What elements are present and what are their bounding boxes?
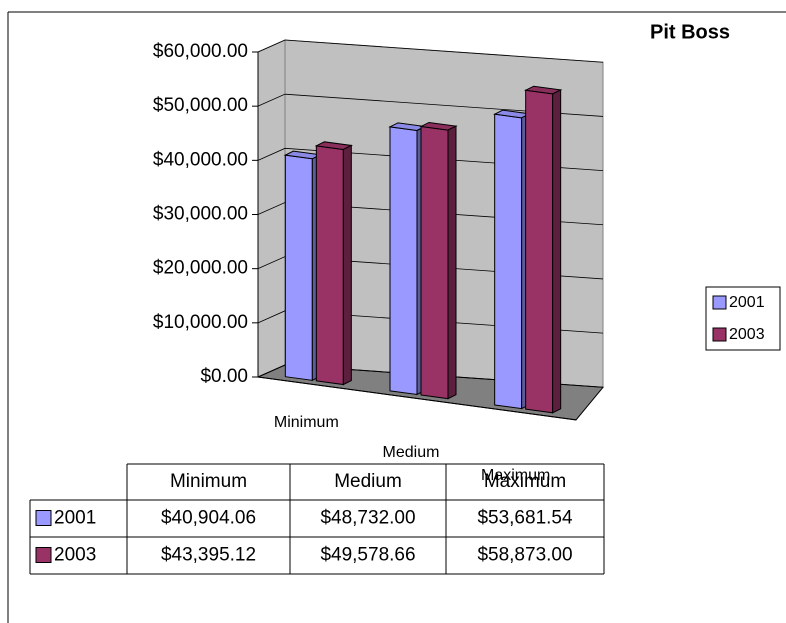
table-cell: $43,395.12 (161, 545, 256, 566)
bar-side (552, 89, 562, 414)
y-tick-label: $60,000.00 (153, 41, 248, 62)
y-tick-label: $20,000.00 (153, 258, 248, 279)
legend-swatch (712, 295, 727, 310)
bar (420, 125, 449, 400)
table-header: Minimum (170, 471, 247, 492)
x-tick-label: Maximum (481, 467, 550, 484)
bar (284, 154, 313, 381)
x-tick-label: Minimum (274, 414, 339, 431)
legend-label: 2003 (729, 326, 765, 343)
bar (389, 126, 418, 396)
y-tick-label: $40,000.00 (153, 149, 248, 170)
table-cell: $53,681.54 (477, 508, 573, 529)
x-axis (257, 376, 577, 421)
table-swatch (35, 510, 52, 526)
bar-side (447, 125, 457, 400)
bar-side (342, 144, 352, 386)
bar (494, 113, 523, 410)
y-tick-label: $30,000.00 (153, 204, 248, 225)
table-row-label: 2001 (54, 508, 96, 529)
y-tick-label: $50,000.00 (153, 95, 248, 116)
table-cell: $48,732.00 (320, 508, 415, 529)
table-swatch (35, 547, 52, 563)
y-tick-label: $0.00 (200, 366, 248, 387)
table-cell: $40,904.06 (161, 508, 256, 529)
grid-line (257, 39, 604, 63)
table-header: Maximum (484, 471, 566, 492)
table-cell: $49,578.66 (320, 545, 415, 566)
table-header: Medium (334, 471, 402, 492)
grid-line (257, 93, 604, 117)
legend-swatch (712, 327, 727, 342)
y-tick-label: $10,000.00 (153, 312, 248, 333)
bar (315, 145, 344, 386)
legend-label: 2001 (729, 294, 765, 311)
chart-title: Pit Boss (650, 21, 730, 43)
table-row-label: 2003 (54, 545, 96, 566)
x-tick-label: Medium (383, 444, 440, 461)
table-cell: $58,873.00 (477, 545, 572, 566)
bar (525, 89, 554, 414)
